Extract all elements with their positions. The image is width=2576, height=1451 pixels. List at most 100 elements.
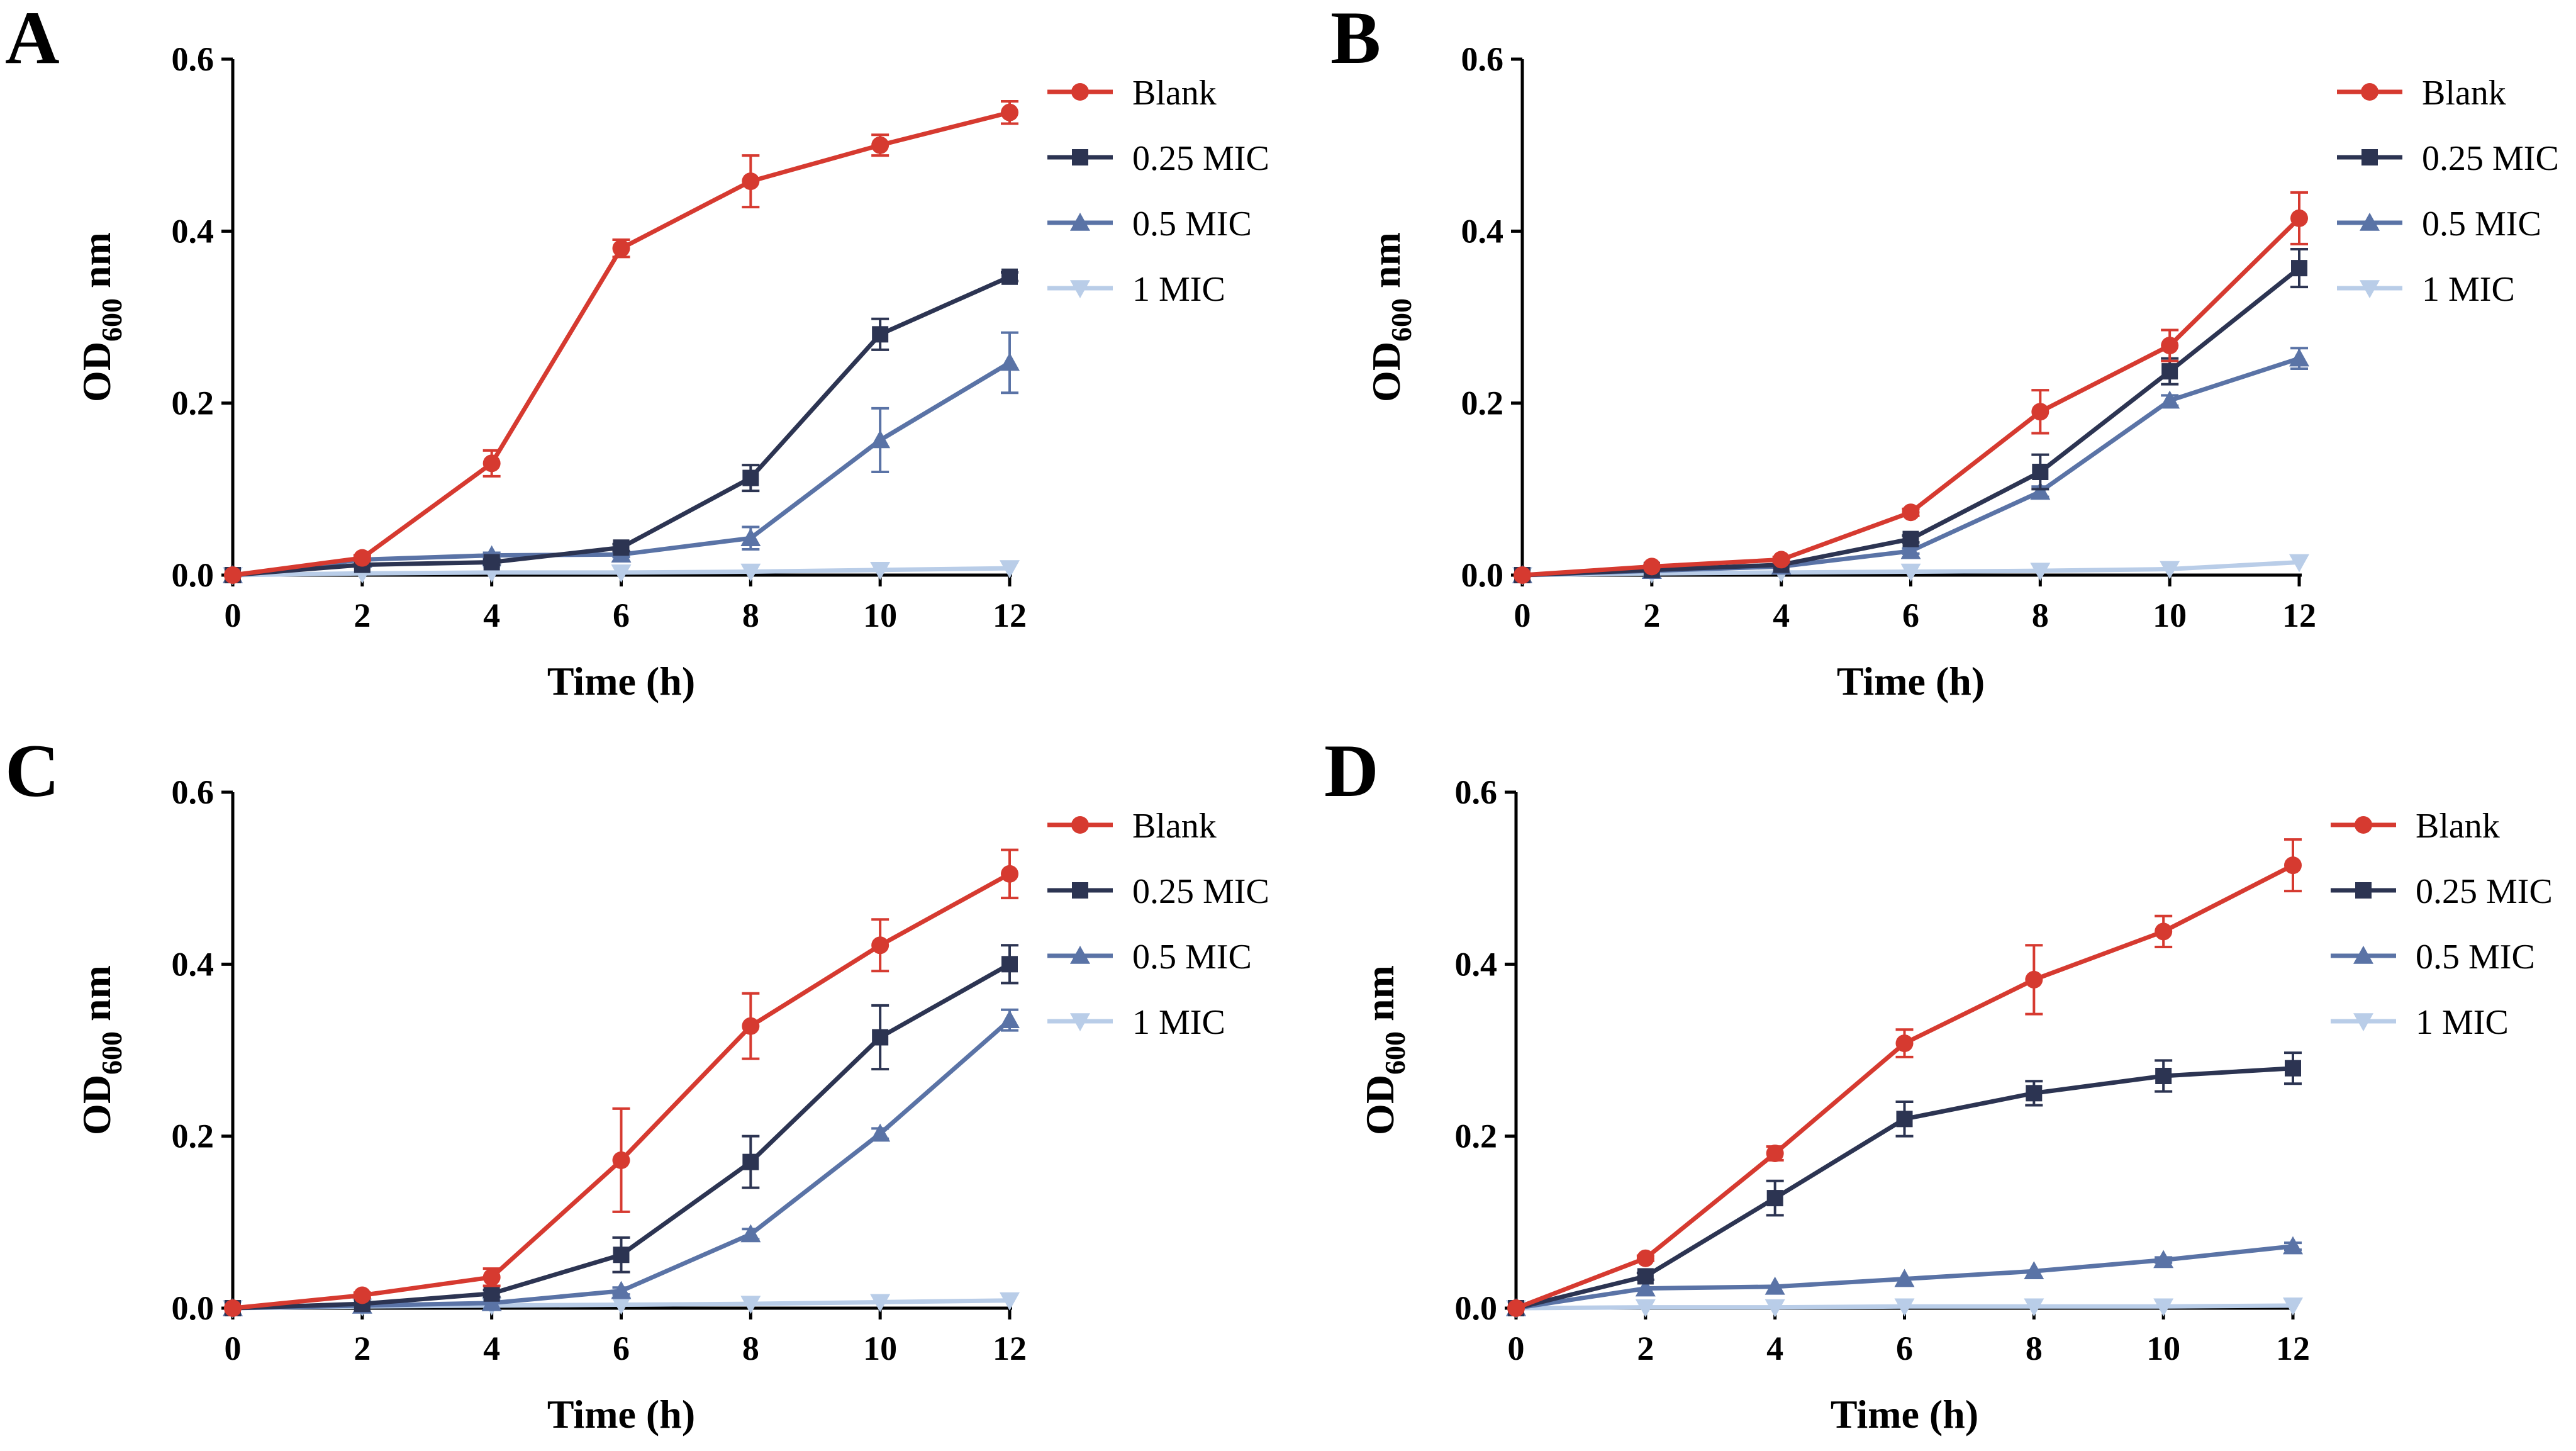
y-axis-title-main: OD: [74, 342, 119, 402]
series-line: [1522, 266, 2301, 578]
data-point: [740, 1224, 761, 1243]
data-point: [870, 430, 891, 449]
x-tick-label: 10: [863, 1330, 897, 1367]
legend-item: 0.5 MIC: [2331, 938, 2535, 977]
legend-label: 1 MIC: [2416, 1003, 2509, 1042]
legend-item: Blank: [2337, 74, 2506, 113]
x-tick-label: 8: [2032, 597, 2049, 634]
legend-marker: [2355, 816, 2372, 834]
y-axis-title-unit: nm: [74, 232, 119, 298]
data-point: [740, 1296, 761, 1314]
data-point: [1514, 566, 1531, 584]
panel-letter: C: [5, 729, 60, 812]
x-tick-label: 8: [742, 1330, 759, 1367]
legend-item: 1 MIC: [2331, 1003, 2509, 1042]
data-point: [1000, 1010, 1020, 1028]
x-tick-label: 0: [1514, 597, 1531, 634]
y-tick-label: 0.2: [172, 1118, 215, 1155]
data-point: [613, 539, 630, 556]
legend-label: 1 MIC: [2422, 270, 2515, 309]
legend: Blank 0.25 MIC 0.5 MIC 1 MIC: [1047, 807, 1269, 1042]
series-blank: [1514, 191, 2308, 584]
y-tick-label: 0.2: [172, 384, 215, 422]
x-axis-title: Time (h): [1837, 659, 1985, 703]
legend-label: Blank: [2416, 807, 2500, 846]
data-point: [612, 1151, 630, 1169]
data-point: [353, 1286, 371, 1304]
y-axis-title: OD600 nm: [1364, 232, 1417, 402]
y-tick-label: 0.4: [172, 945, 215, 983]
x-tick-label: 6: [1902, 597, 1919, 634]
data-point: [870, 1294, 891, 1313]
x-tick-label: 2: [1637, 1330, 1654, 1367]
data-point: [2031, 403, 2049, 421]
y-axis-title-main: OD: [74, 1075, 119, 1135]
data-point: [1000, 1292, 1020, 1311]
x-tick-label: 12: [2276, 1330, 2310, 1367]
data-point: [1000, 560, 1020, 579]
x-tick-label: 12: [993, 597, 1027, 634]
data-point: [2024, 1298, 2044, 1317]
data-point: [224, 566, 242, 584]
legend-item: 0.25 MIC: [2331, 872, 2553, 911]
legend-marker: [1072, 882, 1088, 899]
y-tick-label: 0.4: [172, 212, 215, 250]
data-point: [2284, 856, 2302, 875]
x-tick-label: 8: [742, 597, 759, 634]
y-tick-label: 0.6: [1455, 773, 1498, 811]
legend-item: 0.25 MIC: [1047, 139, 1269, 178]
legend-marker: [1072, 149, 1088, 165]
legend-marker: [1071, 816, 1089, 834]
data-point: [2024, 1261, 2044, 1280]
series-blank: [224, 848, 1018, 1317]
data-point: [2160, 561, 2180, 580]
y-tick-label: 0.6: [172, 773, 215, 811]
data-point: [1001, 956, 1018, 973]
x-tick-label: 4: [483, 1330, 500, 1367]
x-tick-label: 2: [354, 597, 371, 634]
data-point: [740, 528, 761, 547]
series-line: [232, 110, 1010, 578]
x-tick-label: 10: [2146, 1330, 2180, 1367]
legend-item: 0.5 MIC: [1047, 938, 1252, 977]
data-point: [2290, 209, 2308, 227]
data-point: [871, 136, 889, 154]
y-tick-label: 0.6: [172, 40, 215, 78]
data-point: [2283, 1297, 2303, 1316]
data-point: [1766, 1145, 1784, 1162]
data-point: [613, 1247, 630, 1263]
data-point: [2025, 970, 2043, 989]
x-tick-label: 6: [613, 597, 630, 634]
data-point: [1642, 557, 1661, 576]
data-point: [1900, 541, 1921, 559]
x-tick-label: 6: [613, 1330, 630, 1367]
data-point: [872, 326, 889, 343]
data-point: [2160, 390, 2180, 409]
data-point: [483, 1285, 500, 1302]
data-point: [742, 1153, 759, 1170]
series-1-mic: [1506, 1297, 2303, 1318]
legend-marker: [1071, 83, 1089, 101]
data-point: [1635, 1278, 1656, 1297]
data-point: [1896, 1111, 1913, 1128]
data-point: [224, 1299, 242, 1317]
y-axis-title: OD600 nm: [74, 965, 128, 1135]
x-tick-label: 12: [2282, 597, 2316, 634]
panel-d: D 0 2 4 6 8 10 12 0.0 0.2 0.4 0.6 Time (h) OD600 nm Bl…: [1324, 729, 2553, 1437]
legend-marker: [2361, 83, 2378, 101]
data-point: [2032, 464, 2049, 480]
legend-label: 1 MIC: [1132, 1003, 1225, 1042]
legend-label: 0.25 MIC: [1132, 872, 1269, 911]
data-point: [1766, 1190, 1783, 1207]
legend-marker: [2361, 149, 2378, 165]
legend-label: Blank: [2422, 74, 2506, 113]
x-tick-label: 8: [2026, 1330, 2043, 1367]
data-point: [1894, 1269, 1915, 1287]
data-point: [482, 454, 501, 473]
legend-marker: [2360, 280, 2380, 298]
x-tick-label: 0: [1508, 1330, 1525, 1367]
legend: Blank 0.25 MIC 0.5 MIC 1 MIC: [2337, 74, 2559, 309]
legend-item: Blank: [2331, 807, 2500, 846]
x-tick-label: 2: [354, 1330, 371, 1367]
y-tick-label: 0.4: [1455, 945, 1498, 983]
